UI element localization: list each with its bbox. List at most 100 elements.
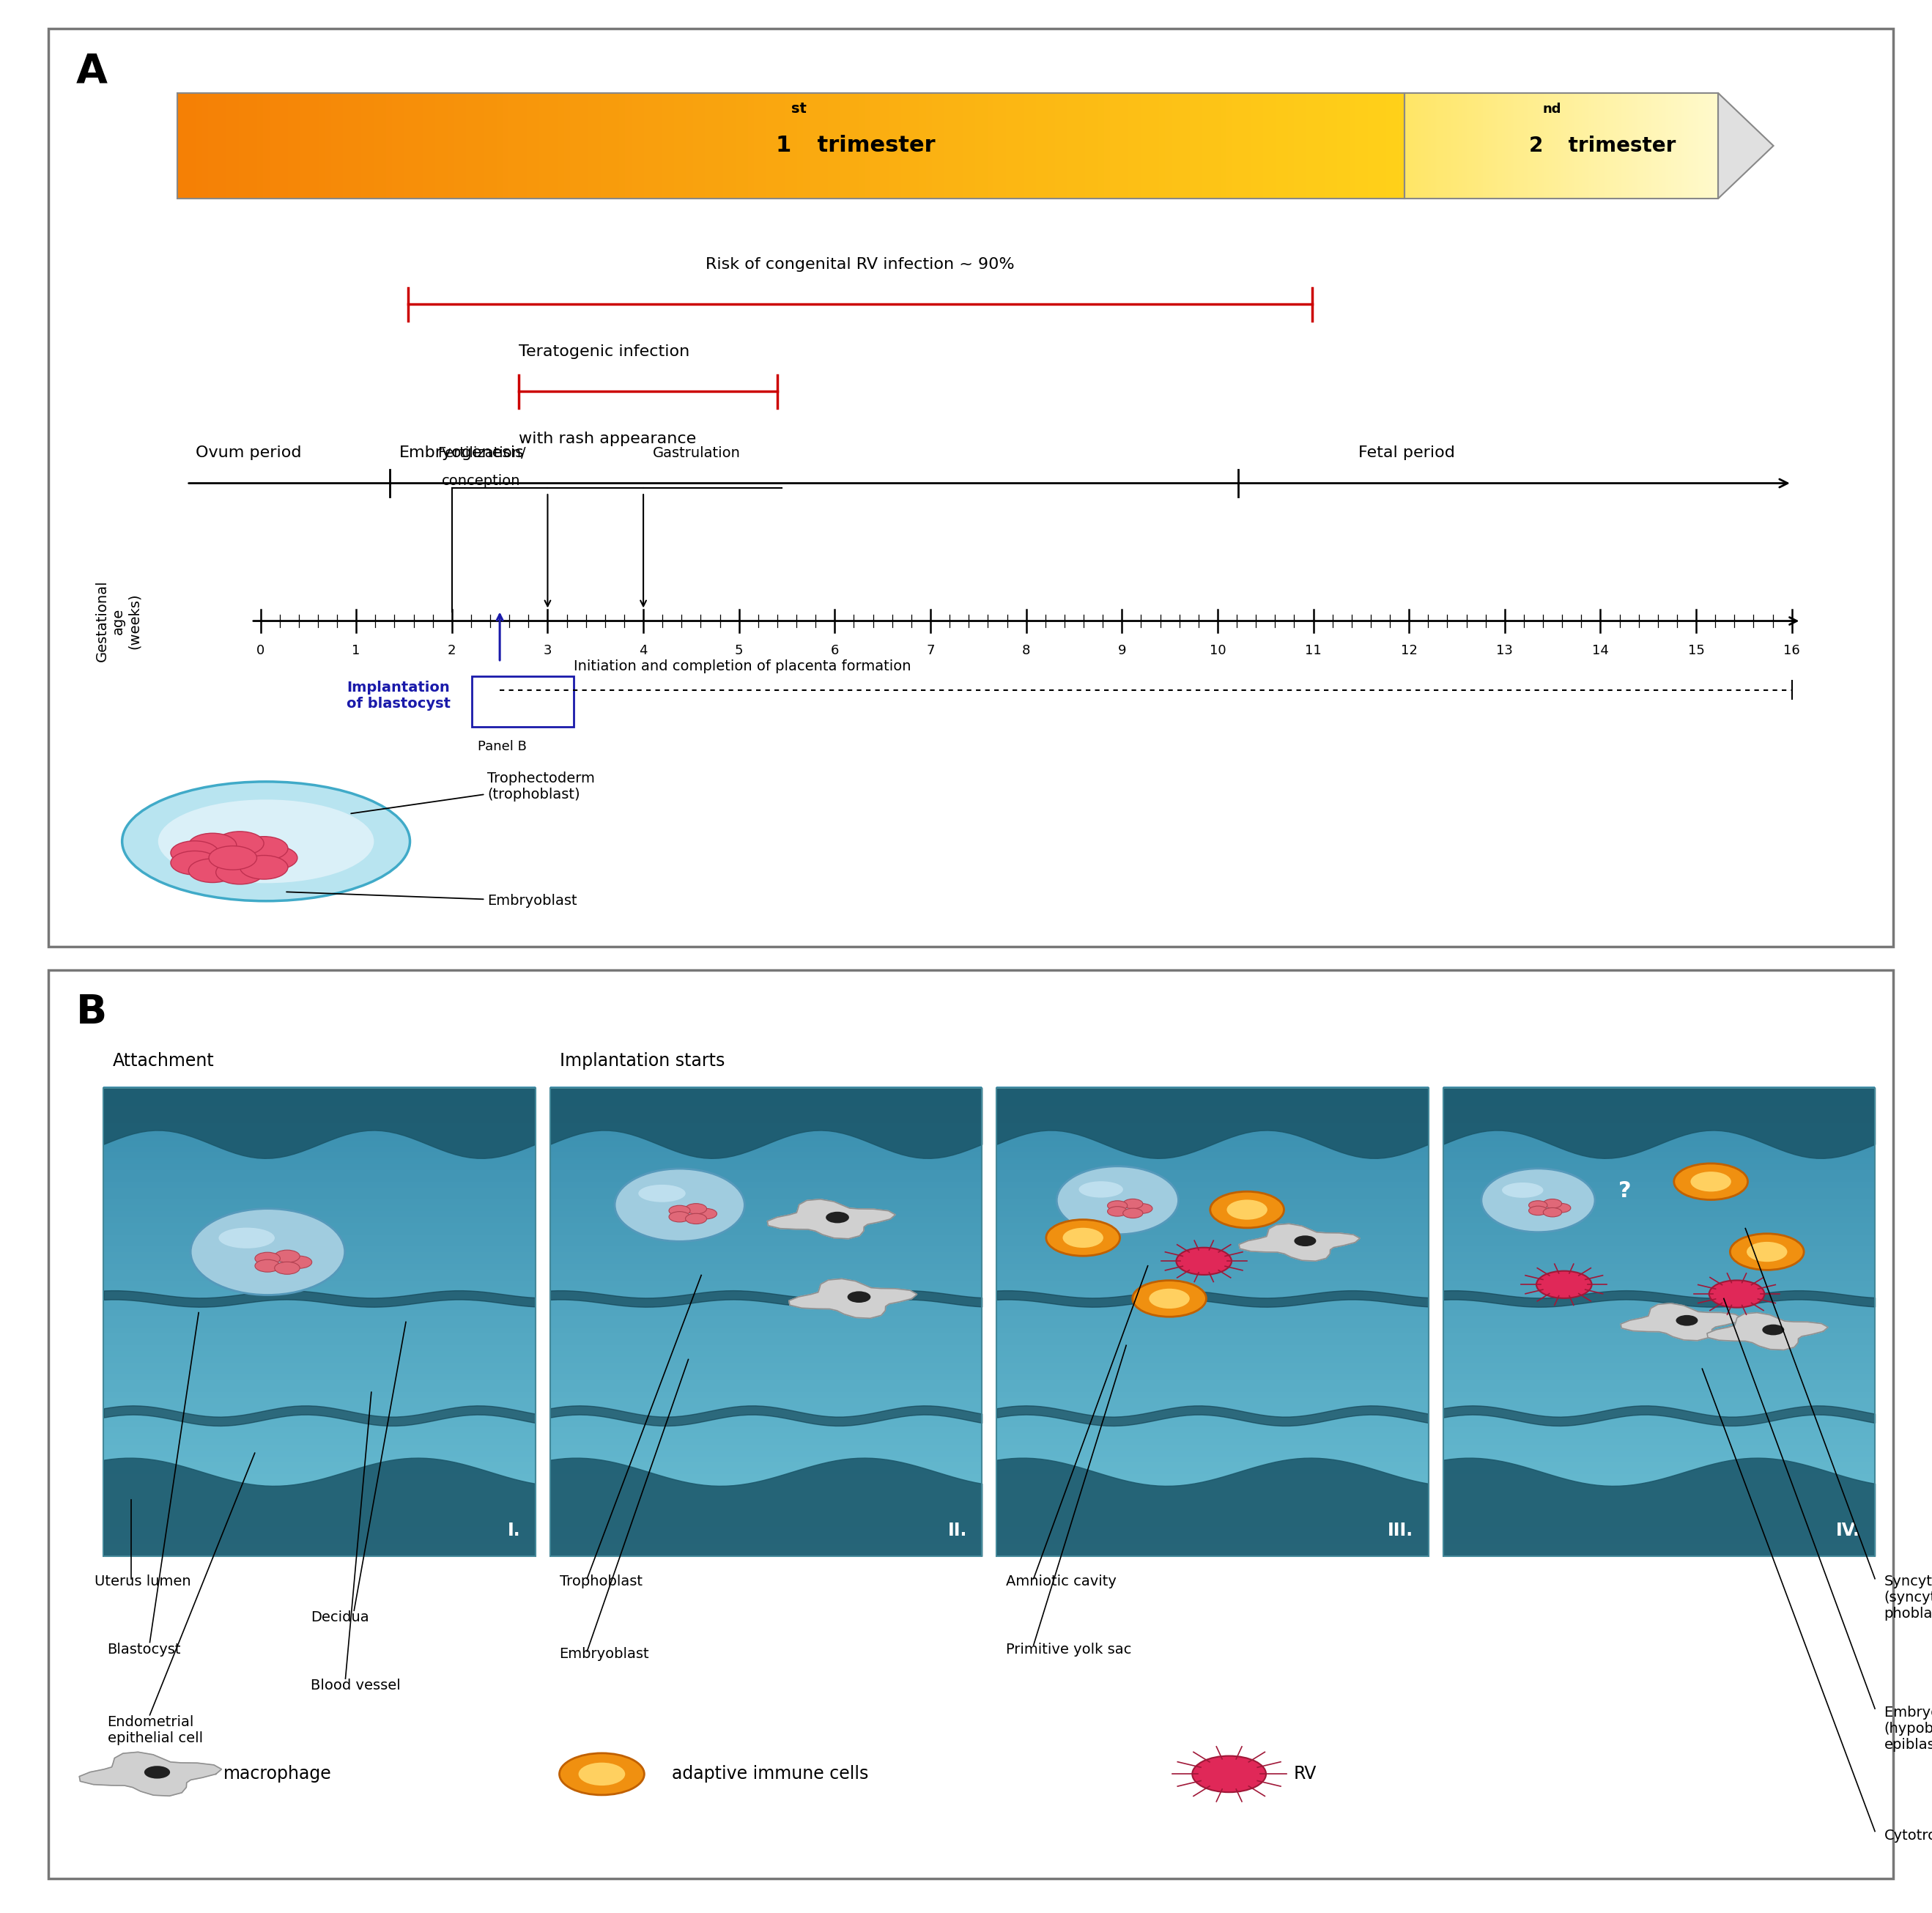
- Bar: [330, 94, 338, 199]
- Bar: [104, 1209, 535, 1217]
- Bar: [551, 1437, 981, 1444]
- Bar: [104, 1169, 535, 1176]
- Bar: [1714, 94, 1718, 199]
- Bar: [551, 1343, 981, 1351]
- Bar: [1410, 94, 1414, 199]
- Bar: [1443, 1132, 1874, 1140]
- Bar: [1424, 94, 1428, 199]
- Bar: [1490, 94, 1493, 199]
- Bar: [997, 1087, 1428, 1094]
- Bar: [1441, 94, 1443, 199]
- Bar: [551, 1203, 981, 1211]
- Bar: [1644, 94, 1648, 199]
- Bar: [282, 94, 290, 199]
- Bar: [551, 1462, 981, 1469]
- Bar: [1677, 94, 1681, 199]
- Bar: [939, 94, 947, 199]
- Bar: [551, 1303, 981, 1310]
- Text: 6: 6: [831, 645, 838, 656]
- Bar: [1567, 94, 1569, 199]
- Bar: [1086, 94, 1094, 199]
- Bar: [1443, 1297, 1874, 1305]
- Bar: [1443, 1525, 1874, 1532]
- Circle shape: [1177, 1247, 1231, 1274]
- Bar: [551, 1150, 981, 1157]
- Bar: [993, 94, 1001, 199]
- Bar: [1443, 1268, 1874, 1276]
- Bar: [1443, 1502, 1874, 1509]
- Bar: [1712, 94, 1716, 199]
- Bar: [423, 94, 431, 199]
- Bar: [325, 94, 332, 199]
- Bar: [1408, 94, 1412, 199]
- Bar: [790, 94, 800, 199]
- Bar: [1493, 94, 1497, 199]
- Bar: [997, 1396, 1428, 1404]
- Bar: [1642, 94, 1646, 199]
- Bar: [545, 94, 554, 199]
- Text: nd: nd: [1544, 103, 1561, 115]
- Bar: [104, 1268, 535, 1276]
- Bar: [1043, 94, 1051, 199]
- Bar: [1605, 94, 1609, 199]
- Bar: [723, 94, 732, 199]
- Bar: [997, 1297, 1428, 1305]
- Bar: [997, 1163, 1428, 1171]
- Bar: [997, 1496, 1428, 1504]
- Bar: [1449, 94, 1453, 199]
- Bar: [1517, 94, 1519, 199]
- Bar: [589, 94, 597, 199]
- Bar: [1443, 1513, 1874, 1521]
- Bar: [1443, 1209, 1874, 1217]
- Circle shape: [1690, 1171, 1731, 1192]
- Bar: [1443, 94, 1447, 199]
- Bar: [551, 1349, 981, 1356]
- Bar: [997, 1507, 1428, 1515]
- Circle shape: [1528, 1205, 1548, 1215]
- Bar: [1420, 94, 1424, 199]
- Bar: [551, 1391, 981, 1398]
- Bar: [1443, 1519, 1874, 1527]
- Text: Attachment: Attachment: [112, 1052, 214, 1069]
- Bar: [564, 94, 572, 199]
- Bar: [1443, 1496, 1874, 1504]
- Bar: [1478, 94, 1482, 199]
- Bar: [945, 94, 952, 199]
- Bar: [1526, 94, 1530, 199]
- Bar: [220, 94, 228, 199]
- Bar: [1443, 1215, 1874, 1222]
- Bar: [997, 1379, 1428, 1387]
- Bar: [1171, 94, 1179, 199]
- Bar: [1443, 1542, 1874, 1550]
- Bar: [1294, 94, 1302, 199]
- Bar: [1368, 94, 1376, 199]
- Bar: [997, 1186, 1428, 1194]
- Bar: [987, 94, 995, 199]
- Bar: [551, 1354, 981, 1362]
- Bar: [104, 1121, 535, 1129]
- Bar: [1708, 94, 1712, 199]
- Bar: [1325, 94, 1333, 199]
- Circle shape: [240, 855, 288, 880]
- Ellipse shape: [614, 1169, 744, 1242]
- Ellipse shape: [191, 1209, 344, 1295]
- Bar: [1669, 94, 1673, 199]
- Circle shape: [1544, 1207, 1561, 1217]
- Bar: [1312, 94, 1320, 199]
- Bar: [1434, 94, 1437, 199]
- Bar: [1443, 1414, 1874, 1421]
- Bar: [997, 1484, 1428, 1492]
- Bar: [551, 1507, 981, 1515]
- Bar: [1492, 94, 1495, 199]
- Bar: [1443, 1220, 1874, 1228]
- Bar: [104, 1343, 535, 1351]
- Bar: [997, 1238, 1428, 1245]
- Bar: [551, 1180, 981, 1188]
- Bar: [1704, 94, 1708, 199]
- Text: IV.: IV.: [1835, 1523, 1861, 1540]
- Bar: [1662, 94, 1665, 199]
- Text: adaptive immune cells: adaptive immune cells: [672, 1766, 869, 1783]
- Bar: [551, 1232, 981, 1240]
- Bar: [1111, 94, 1119, 199]
- Bar: [1582, 94, 1586, 199]
